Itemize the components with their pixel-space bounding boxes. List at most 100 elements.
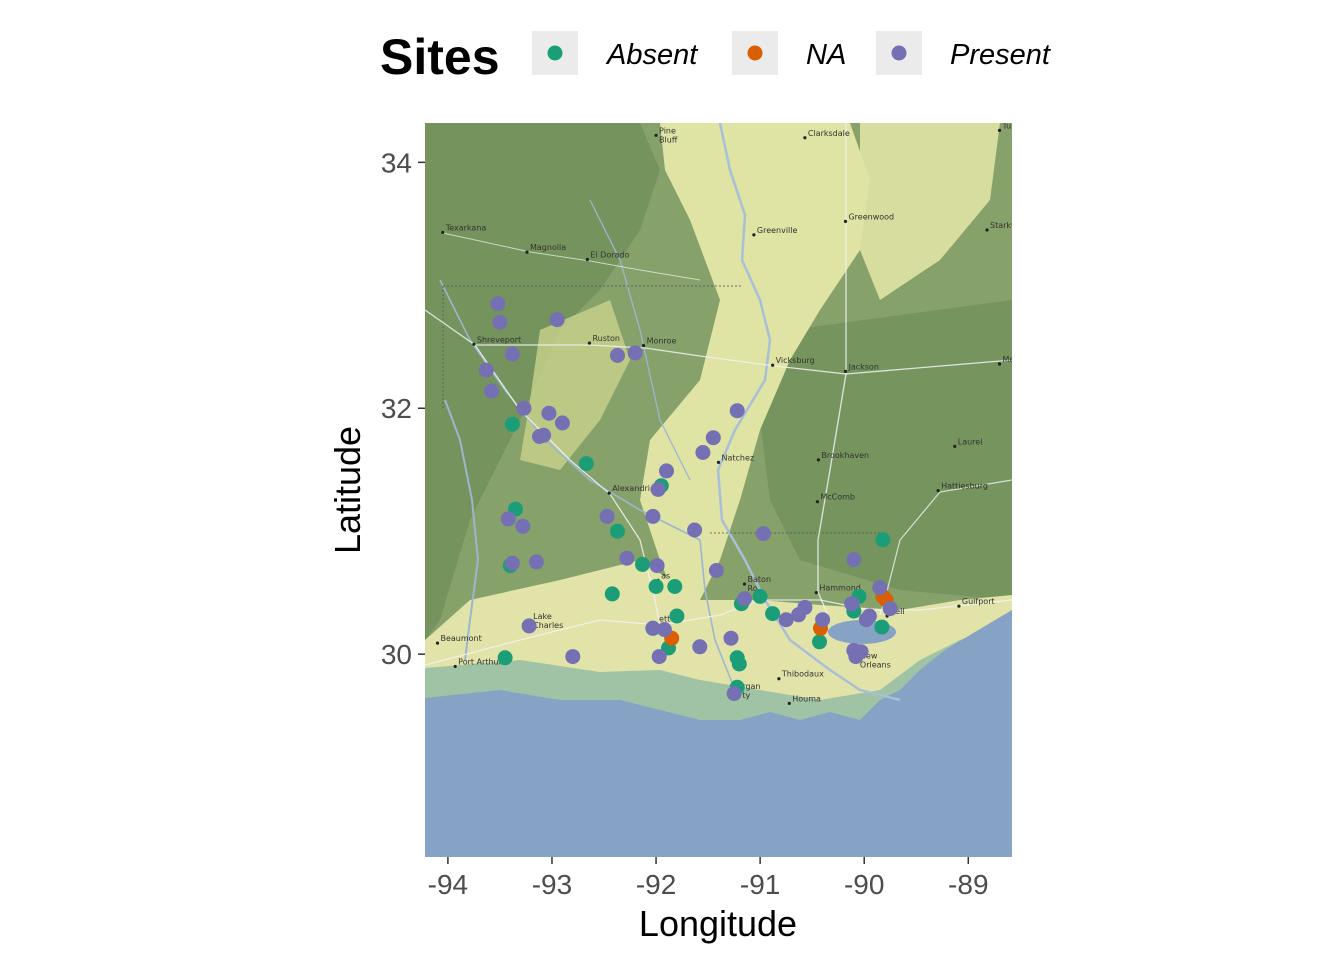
city-label: Brookhaven xyxy=(821,451,869,460)
city-marker xyxy=(607,491,611,495)
city-label: Starkv xyxy=(990,221,1016,230)
point-present xyxy=(490,296,506,312)
point-present xyxy=(504,555,520,571)
point-present xyxy=(500,511,516,527)
city-marker xyxy=(843,369,848,373)
point-present xyxy=(846,552,862,567)
point-present xyxy=(484,383,500,399)
point-present xyxy=(504,346,520,362)
x-tick-label: -92 xyxy=(636,869,676,900)
x-tick-label: -91 xyxy=(740,869,780,900)
point-present xyxy=(729,403,745,419)
point-present xyxy=(687,522,703,538)
city-label: Laurel xyxy=(958,437,983,446)
city-label: Baton xyxy=(748,575,772,584)
point-absent xyxy=(812,634,827,650)
point-present xyxy=(610,347,625,363)
city-label: Clarksdale xyxy=(808,129,850,138)
legend: Sites Absent NA Present xyxy=(380,29,1052,85)
point-absent xyxy=(504,416,520,432)
city-marker xyxy=(985,228,989,232)
city-label: Ro xyxy=(748,584,758,593)
point-present xyxy=(872,580,888,596)
city-label: as xyxy=(661,571,670,580)
city-label: Port Arthur xyxy=(458,657,502,666)
delta-upper xyxy=(860,123,1000,300)
point-present xyxy=(723,630,739,646)
city-marker xyxy=(997,128,1002,132)
city-label: Magnolia xyxy=(530,243,566,252)
point-present xyxy=(599,508,615,524)
city-label: Tupelo xyxy=(1002,121,1029,130)
city-label: Thibodaux xyxy=(781,670,824,679)
road-i55 xyxy=(817,123,847,621)
point-present xyxy=(844,596,860,612)
city-label: Monroe xyxy=(647,337,677,346)
point-present xyxy=(645,620,661,636)
city-marker xyxy=(997,362,1002,366)
x-tick-label: -89 xyxy=(948,869,988,900)
point-present xyxy=(619,550,635,566)
x-tick-label: -90 xyxy=(844,869,884,900)
city-marker xyxy=(525,250,529,254)
point-absent xyxy=(875,532,891,548)
city-label: Beaumont xyxy=(440,634,481,643)
atchafalaya-river xyxy=(699,539,736,691)
city-marker xyxy=(453,664,457,669)
point-absent xyxy=(731,656,747,672)
legend-label-present: Present xyxy=(950,39,1052,71)
city-marker xyxy=(716,460,721,464)
city-label: ty xyxy=(742,691,750,700)
city-label: Texarkana xyxy=(445,223,487,232)
city-label: Vicksburg xyxy=(776,356,815,365)
city-marker xyxy=(441,230,445,235)
y-tick-label: 32 xyxy=(381,393,412,424)
point-present xyxy=(778,612,794,628)
data-points xyxy=(478,296,898,701)
point-absent xyxy=(610,523,625,539)
x-axis: -94 -93 -92 -91 -90 -89 xyxy=(428,857,989,900)
gulf-of-mexico xyxy=(425,610,1012,857)
city-marker xyxy=(435,641,440,645)
city-label: ette xyxy=(659,614,675,623)
x-tick-label: -94 xyxy=(428,869,468,900)
delta-lowlands xyxy=(640,123,870,610)
point-present xyxy=(650,481,666,497)
city-label: Bluff xyxy=(659,135,678,144)
point-present xyxy=(726,686,742,701)
forest-east xyxy=(760,300,1012,600)
point-present xyxy=(737,591,752,607)
city-label: Greenwood xyxy=(848,212,894,221)
point-present xyxy=(791,607,807,623)
city-label: Greenville xyxy=(757,226,798,235)
city-marker xyxy=(815,500,819,504)
city-label: Me xyxy=(1003,355,1015,364)
city-label: Charles xyxy=(533,621,563,630)
city-label: Jackson xyxy=(847,362,878,371)
city-label: Hattiesburg xyxy=(941,482,988,491)
point-absent xyxy=(874,619,890,635)
point-present xyxy=(554,415,570,431)
point-present xyxy=(656,622,672,637)
point-present xyxy=(882,601,898,617)
legend-swatch-na xyxy=(747,45,763,61)
point-absent xyxy=(667,579,683,594)
city-marker xyxy=(587,341,592,345)
city-label: Houma xyxy=(792,694,821,703)
city-marker xyxy=(777,677,781,681)
point-present xyxy=(708,563,724,578)
point-present xyxy=(692,639,708,655)
point-present xyxy=(516,400,532,416)
point-present xyxy=(651,649,667,665)
city-label: Alexandria xyxy=(612,484,655,493)
road-north xyxy=(442,232,701,281)
city-marker xyxy=(936,489,940,493)
point-absent xyxy=(578,456,594,472)
city-label: El Dorado xyxy=(590,250,629,259)
point-present xyxy=(645,508,661,524)
ouachita-river xyxy=(589,199,691,481)
point-present xyxy=(695,445,711,460)
forest-west xyxy=(425,123,660,640)
legend-label-na: NA xyxy=(806,39,846,71)
